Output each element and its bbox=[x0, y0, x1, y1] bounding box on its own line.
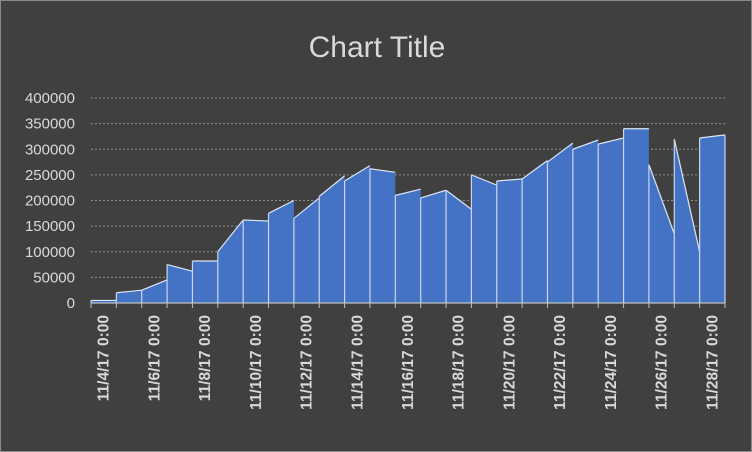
area-edge bbox=[293, 197, 320, 219]
area-edge bbox=[496, 178, 523, 182]
area-segment bbox=[192, 260, 218, 303]
area-segment bbox=[268, 200, 294, 303]
area-segment bbox=[572, 140, 599, 303]
area-edge bbox=[547, 142, 574, 163]
area-segment bbox=[167, 264, 193, 303]
area-edge bbox=[471, 174, 497, 186]
area-segment bbox=[648, 164, 675, 303]
y-axis-ticks: 0 50000 100000 150000 200000 250000 300000 3500… bbox=[25, 90, 75, 312]
area-segment bbox=[471, 174, 497, 303]
area-segment bbox=[674, 139, 700, 303]
area-edge bbox=[369, 168, 396, 173]
area-segment bbox=[217, 219, 244, 303]
area-edge bbox=[243, 219, 269, 222]
y-tick-label: 400000 bbox=[25, 90, 75, 107]
area-edge bbox=[217, 219, 244, 253]
x-tick-label: 11/8/17 0:00 bbox=[197, 315, 214, 401]
y-tick-label: 150000 bbox=[25, 218, 75, 235]
x-tick-label: 11/26/17 0:00 bbox=[654, 315, 671, 410]
area-segment bbox=[699, 134, 725, 303]
x-tick-label: 11/22/17 0:00 bbox=[552, 315, 569, 410]
area-edge bbox=[598, 137, 624, 145]
area-edge bbox=[521, 160, 548, 180]
area-edge bbox=[420, 189, 447, 199]
x-tick-label: 11/24/17 0:00 bbox=[603, 315, 620, 410]
area-segment bbox=[496, 178, 523, 303]
area-segment bbox=[446, 190, 472, 303]
x-tick-label: 11/16/17 0:00 bbox=[400, 315, 417, 410]
area-segment bbox=[547, 143, 573, 303]
x-tick-label: 11/6/17 0:00 bbox=[146, 315, 163, 401]
area-edge bbox=[344, 165, 371, 182]
area-edge bbox=[699, 134, 726, 139]
area-segment bbox=[116, 290, 142, 303]
x-tick-label: 11/4/17 0:00 bbox=[96, 315, 113, 401]
y-tick-label: 300000 bbox=[25, 141, 75, 158]
y-tick-label: 50000 bbox=[33, 269, 75, 286]
y-tick-label: 250000 bbox=[25, 167, 75, 184]
area-segment bbox=[243, 219, 269, 303]
area-edge bbox=[141, 279, 168, 291]
area-segment bbox=[623, 128, 649, 303]
y-tick-label: 100000 bbox=[25, 244, 75, 261]
area-edge bbox=[395, 188, 421, 196]
area-segment bbox=[369, 168, 396, 303]
area-segment bbox=[598, 137, 624, 303]
area-segment bbox=[293, 197, 320, 303]
area-segment bbox=[395, 189, 421, 303]
x-tick-label: 11/10/17 0:00 bbox=[248, 315, 265, 410]
area-segment bbox=[522, 160, 548, 303]
area-edge bbox=[166, 263, 193, 272]
area-segment bbox=[420, 190, 447, 303]
y-tick-label: 0 bbox=[67, 295, 75, 312]
x-axis-ticks: 11/4/17 0:00 11/6/17 0:00 11/8/17 0:00 11/1… bbox=[96, 315, 722, 410]
x-tick-label: 11/14/17 0:00 bbox=[349, 315, 366, 410]
area-segment bbox=[141, 279, 168, 303]
area-segment bbox=[344, 165, 370, 303]
area-segment bbox=[91, 300, 117, 303]
y-tick-label: 200000 bbox=[25, 193, 75, 210]
area-edge bbox=[673, 138, 701, 252]
area-edge bbox=[318, 175, 345, 197]
data-series bbox=[90, 128, 726, 303]
chart-title: Chart Title bbox=[309, 31, 446, 64]
area-edge bbox=[648, 164, 675, 235]
x-tick-label: 11/12/17 0:00 bbox=[299, 315, 316, 410]
area-edge bbox=[268, 199, 295, 214]
area-edge bbox=[445, 189, 472, 210]
x-tick-label: 11/18/17 0:00 bbox=[451, 315, 468, 410]
axes bbox=[90, 302, 726, 308]
y-tick-label: 350000 bbox=[25, 116, 75, 133]
area-edge bbox=[116, 289, 142, 294]
x-tick-label: 11/28/17 0:00 bbox=[704, 315, 721, 410]
area-segment bbox=[319, 175, 345, 303]
area-edge bbox=[572, 139, 599, 150]
x-tick-label: 11/20/17 0:00 bbox=[501, 315, 518, 410]
